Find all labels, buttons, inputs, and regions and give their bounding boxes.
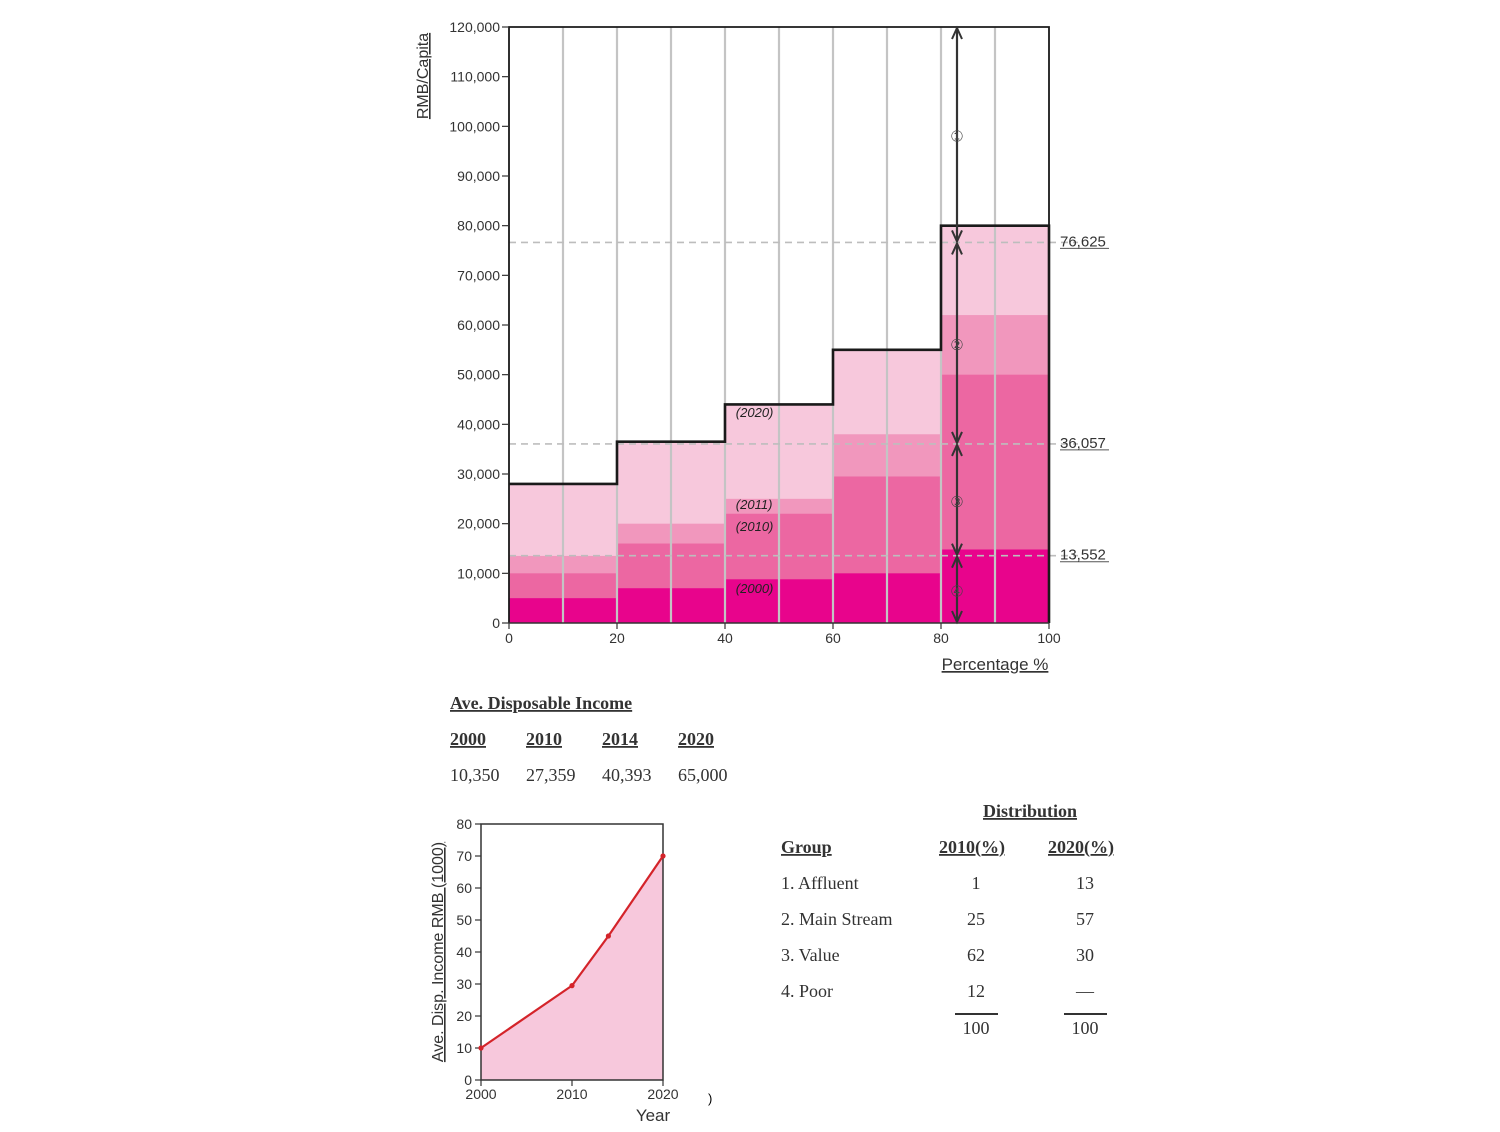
series-label: (2010) (736, 519, 774, 534)
line-chart-y-tick-label: 0 (464, 1072, 472, 1088)
distribution-cell: 12 (967, 981, 985, 1001)
distribution-cell: 3. Value (781, 945, 840, 965)
income-distribution-step-chart: 76,625 36,057 13,552 0 10,000 20,000 30,000 40… (415, 19, 1109, 674)
series-label: (2011) (736, 497, 773, 512)
income-point (478, 1045, 484, 1051)
band-arrow-head (951, 241, 963, 255)
x-tick-label: 100 (1037, 630, 1061, 646)
reference-label: 13,552 (1060, 547, 1106, 564)
distribution-header: Group (781, 837, 832, 857)
income-point (660, 853, 666, 859)
y-tick-label: 90,000 (457, 168, 500, 184)
line-chart-y-tick-label: 10 (456, 1040, 472, 1056)
x-tick-label: 40 (717, 630, 733, 646)
line-chart-x-tick-label: 2020 (647, 1086, 678, 1102)
average-income-line-chart: 0 10 20 30 40 50 60 70 80 2000 2010 2020 Ave. Disp.… (430, 816, 712, 1125)
distribution-header: 2010(%) (939, 837, 1005, 858)
y-tick-label: 50,000 (457, 367, 500, 383)
line-chart-y-tick-label: 50 (456, 912, 472, 928)
y-tick-label: 120,000 (449, 19, 500, 35)
line-chart-y-label: Ave. Disp. Income RMB (1000) (430, 842, 447, 1062)
income-year-header: 2014 (602, 729, 638, 749)
income-point (605, 933, 612, 939)
income-year-header: 2000 (450, 729, 486, 749)
distribution-cell: 62 (967, 945, 985, 965)
y-tick-label: 80,000 (457, 218, 500, 234)
income-value: 65,000 (678, 765, 728, 785)
line-chart-y-tick-label: 80 (456, 816, 472, 832)
distribution-cell: 2. Main Stream (781, 909, 892, 929)
x-tick-label: 0 (505, 630, 513, 646)
reference-label: 76,625 (1060, 233, 1106, 250)
distribution-title: Distribution (983, 801, 1077, 821)
average-income-table: Ave. Disposable Income 2000 2010 2014 2020 … (450, 693, 728, 785)
x-axis-label: Percentage % (942, 655, 1049, 674)
band-arrow-head (951, 610, 963, 625)
y-tick-label: 110,000 (450, 69, 500, 85)
band-arrow-head (951, 25, 963, 40)
line-chart-y-tick-label: 70 (456, 848, 472, 864)
y-tick-label: 60,000 (457, 317, 500, 333)
band-marker: ④ (950, 584, 963, 600)
distribution-cell: 30 (1076, 945, 1094, 965)
y-tick-label: 20,000 (457, 516, 500, 532)
y-tick-label: 40,000 (457, 416, 500, 432)
line-chart-y-tick-label: 40 (456, 944, 472, 960)
y-tick-label: 0 (492, 615, 500, 631)
y-axis-label: RMB/Capita (415, 33, 432, 119)
y-tick-label: 10,000 (457, 565, 500, 581)
distribution-cell: 13 (1076, 873, 1094, 893)
line-chart-x-label: Year (636, 1106, 671, 1125)
y-tick-label: 100,000 (449, 118, 500, 134)
distribution-cell: 1. Affluent (781, 873, 859, 893)
distribution-cell: 1 (972, 873, 981, 893)
band-arrow-head (951, 554, 963, 569)
stray-mark: ) (708, 1091, 712, 1106)
line-chart-y-tick-label: 20 (456, 1008, 472, 1024)
line-chart-y-tick-label: 30 (456, 976, 472, 992)
income-value: 27,359 (526, 765, 576, 785)
distribution-cell: 57 (1076, 909, 1094, 929)
income-area-fill (481, 856, 663, 1080)
series-label: (2000) (736, 581, 774, 596)
reference-label: 36,057 (1060, 435, 1106, 452)
distribution-total: 100 (1072, 1018, 1099, 1038)
distribution-total: 100 (963, 1018, 990, 1038)
income-year-header: 2010 (526, 729, 562, 749)
step-envelope-2020 (509, 224, 1051, 623)
line-chart-x-tick-label: 2010 (556, 1086, 587, 1102)
x-tick-label: 60 (825, 630, 841, 646)
distribution-header: 2020(%) (1048, 837, 1114, 858)
distribution-table: Distribution Group 2010(%) 2020(%) 1. Afflu… (781, 801, 1114, 1038)
income-line (480, 855, 664, 1049)
distribution-cell: — (1075, 981, 1095, 1001)
x-tick-label: 80 (933, 630, 949, 646)
band-marker: ① (950, 130, 963, 146)
band-marker: ③ (950, 495, 963, 511)
income-point (569, 983, 575, 989)
line-chart-y-tick-label: 60 (456, 880, 472, 896)
band-arrow-head (951, 442, 963, 457)
series-label: (2020) (736, 405, 774, 420)
line-chart-x-tick-label: 2000 (465, 1086, 496, 1102)
distribution-cell: 25 (967, 909, 985, 929)
income-table-title: Ave. Disposable Income (450, 693, 632, 713)
band-marker: ② (950, 338, 963, 354)
y-tick-label: 70,000 (457, 267, 500, 283)
income-value: 10,350 (450, 765, 500, 785)
income-year-header: 2020 (678, 729, 714, 749)
y-tick-label: 30,000 (457, 466, 500, 482)
income-value: 40,393 (602, 765, 652, 785)
distribution-cell: 4. Poor (781, 981, 833, 1001)
x-tick-label: 20 (609, 630, 625, 646)
